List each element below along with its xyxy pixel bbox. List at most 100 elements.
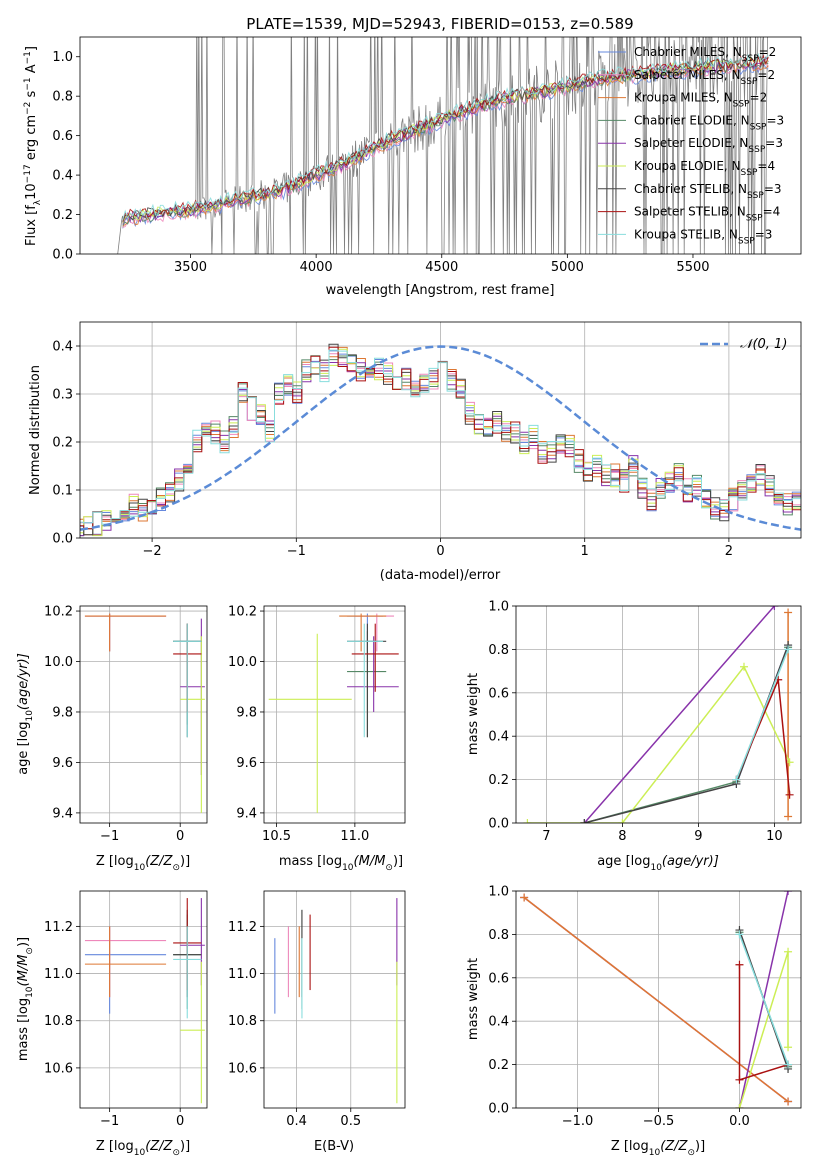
x-tick-label: 4500 [425, 260, 458, 275]
legend-entry: Salpeter STELIB, NSSP=4 [634, 205, 780, 224]
histogram-legend: 𝒩(0, 1) [700, 337, 787, 352]
y-tick-label: 11.2 [44, 920, 73, 935]
chart-layer: 3500 4000 4500 5000 5500 0.0 0.2 0.4 0.6 0.8 1.0 Ch… [16, 36, 802, 1158]
weight-marker [770, 606, 779, 610]
weight-line [735, 649, 789, 780]
weight-marker [740, 662, 748, 671]
weight-line [583, 606, 775, 823]
model-spectrum-kroupa-stelib [122, 52, 769, 221]
weight-marker [735, 1104, 744, 1108]
weight-line [527, 665, 791, 823]
y-tick-label: 9.6 [236, 756, 257, 771]
figure-title: PLATE=1539, MJD=52943, FIBERID=0153, z=0… [246, 15, 633, 33]
x-tick-label: 11.0 [340, 829, 369, 844]
y-axis-label: mass weight [466, 673, 481, 755]
axes-frame [263, 890, 406, 1109]
panel-weight-vs-Z: −1.0 −0.5 0.0 0.0 0.2 0.4 0.6 0.8 1.0 Z [log10(Z/… [466, 885, 802, 1158]
y-tick-label: 0.4 [52, 340, 73, 355]
y-tick-label: 0.6 [488, 971, 509, 986]
x-axis-label: E(B-V) [314, 1139, 354, 1154]
y-tick-label: 9.4 [52, 806, 73, 821]
plot-area [84, 898, 205, 1104]
weight-marker [618, 819, 627, 823]
plot-area [268, 613, 399, 813]
x-tick-label: −1.0 [562, 1114, 594, 1129]
y-tick-label: 0.4 [488, 1015, 509, 1030]
weight-marker [784, 608, 793, 617]
y-tick-label: 0.0 [488, 1102, 509, 1117]
y-tick-label: 10.2 [44, 605, 73, 620]
y-tick-label: 0.0 [52, 248, 73, 263]
y-tick-label: 0.8 [488, 643, 509, 658]
axes-frame [515, 890, 802, 1109]
y-axis-label: Normed distribution [28, 365, 43, 495]
x-tick-label: 1 [581, 544, 589, 559]
weight-marker [520, 893, 529, 902]
model-spectrum-salpeter-stelib [122, 54, 769, 222]
y-tick-label: 1.0 [488, 885, 509, 900]
y-axis-label: Flux [fλ10−17 erg cm−2 s−1 A−1] [23, 46, 43, 246]
y-tick-label: 10.6 [228, 1061, 257, 1076]
weight-marker [784, 1043, 793, 1052]
x-tick-label: −1 [100, 829, 119, 844]
x-tick-label: 0 [176, 829, 184, 844]
x-tick-label: 9 [694, 829, 702, 844]
axes-frame [79, 36, 802, 255]
x-axis-label: wavelength [Angstrom, rest frame] [326, 283, 555, 298]
x-axis-label: Z [log10(Z/Z⊙)] [96, 854, 190, 873]
y-tick-label: 0.0 [52, 532, 73, 547]
x-axis-label: mass [log10(M/M⊙)] [279, 854, 403, 873]
x-axis-label: (data-model)/error [380, 568, 501, 583]
x-tick-label: 0 [176, 1114, 184, 1129]
x-axis-label: age [log10(age/yr)] [597, 854, 719, 873]
plot-area [520, 891, 793, 1108]
y-tick-label: 0.8 [488, 928, 509, 943]
legend-entry: Salpeter ELODIE, NSSP=3 [634, 136, 783, 155]
legend-entry: Chabrier MILES, NSSP=2 [634, 45, 776, 64]
x-tick-label: 0.0 [729, 1114, 750, 1129]
panel-age-vs-Z: −1 0 9.4 9.6 9.8 10.0 10.2 Z [log10(Z/Z⊙)] age [… [16, 605, 208, 873]
weight-marker [735, 930, 744, 939]
gaussian-reference-curve [80, 345, 801, 531]
y-tick-label: 10.0 [44, 655, 73, 670]
y-axis-label: age [log10(age/yr)] [16, 653, 35, 775]
weight-marker [784, 891, 793, 895]
legend-entry: Chabrier ELODIE, NSSP=3 [634, 113, 784, 132]
weight-marker [784, 1060, 793, 1069]
x-tick-label: 0.5 [340, 1114, 361, 1129]
residuals-panel: −2 −1 0 1 2 0.0 0.1 0.2 0.3 0.4 𝒩(0, 1) (data-model… [28, 321, 802, 583]
legend-entry: Salpeter MILES, NSSP=2 [634, 68, 775, 87]
y-tick-label: 11.0 [228, 967, 257, 982]
x-tick-label: 5500 [676, 260, 709, 275]
x-tick-label: 8 [618, 829, 626, 844]
plot-area [80, 343, 801, 537]
x-axis-label: Z [log10(Z/Z⊙)] [611, 1139, 705, 1158]
x-tick-label: −1 [287, 544, 306, 559]
spectrum-legend: Chabrier MILES, NSSP=2 Salpeter MILES, NS… [598, 45, 784, 246]
weight-line [523, 896, 789, 1103]
weight-marker [784, 1097, 793, 1106]
panel-mass-vs-Z: −1 0 10.6 10.8 11.0 11.2 Z [log10(Z/Z⊙)] mass [… [16, 890, 208, 1158]
x-tick-label: 10 [766, 829, 783, 844]
y-tick-label: 0.2 [52, 436, 73, 451]
y-tick-label: 1.0 [52, 50, 73, 65]
weight-marker [735, 960, 744, 969]
y-tick-label: 11.0 [44, 967, 73, 982]
y-tick-label: 10.0 [228, 655, 257, 670]
x-tick-label: 2 [725, 544, 733, 559]
x-axis-label: Z [log10(Z/Z⊙)] [96, 1139, 190, 1158]
y-tick-label: 10.8 [44, 1014, 73, 1029]
axes-frame [263, 605, 406, 824]
weight-marker [735, 1075, 744, 1084]
axes-frame [515, 605, 802, 824]
y-axis-label: mass [log10(M/M⊙)] [16, 937, 35, 1061]
plot-area [274, 898, 398, 1104]
axes-frame [79, 890, 208, 1109]
legend-entry: Kroupa ELODIE, NSSP=4 [634, 159, 775, 178]
weight-line [738, 934, 789, 1065]
x-tick-label: −1 [100, 1114, 119, 1129]
y-tick-label: 0.4 [488, 730, 509, 745]
x-tick-label: −0.5 [643, 1114, 675, 1129]
x-tick-label: 0 [436, 544, 444, 559]
